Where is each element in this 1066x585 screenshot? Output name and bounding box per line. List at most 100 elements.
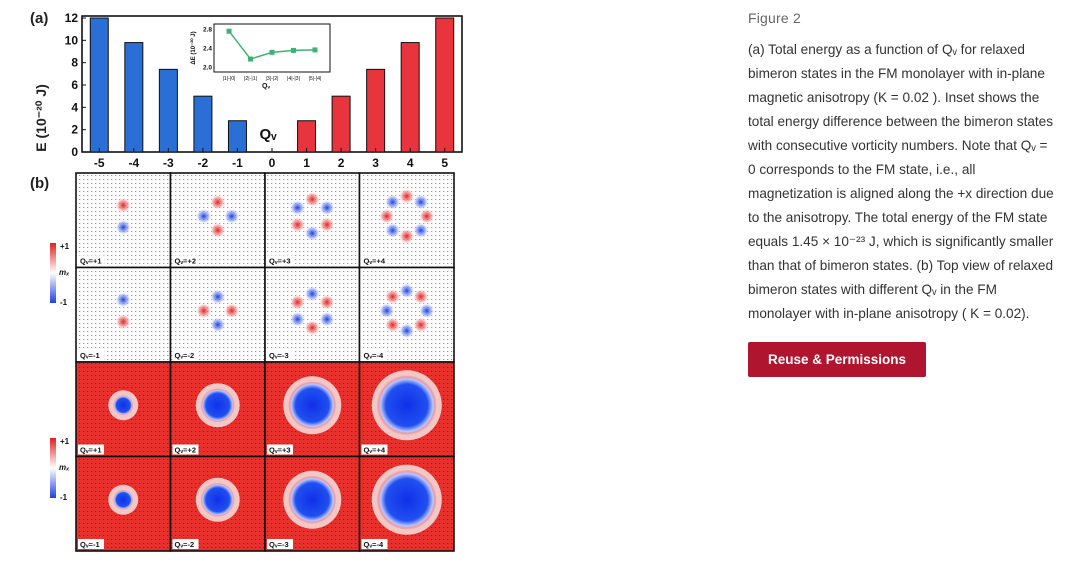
blue-lobe [384,194,401,211]
skyrmion-core [376,469,437,530]
map-cell: Qᵥ=-3 [264,455,361,552]
map-cell: Qᵥ=+1 [75,361,172,458]
inset-x-tick-label: |3|-|2| [266,76,279,82]
blue-lobe [318,199,335,216]
inset-y-tick-label: 2.4 [203,46,212,53]
blue-lobe [115,219,132,236]
figure-label: Figure 2 [748,10,801,26]
inset-point [269,49,275,55]
x-tick-label: 0 [269,156,276,170]
cell-label-bg [78,350,104,360]
blue-lobe [209,316,226,333]
colorbar: +1 -1 mₓ [50,242,70,307]
cell-label: Qᵥ=+4 [364,446,386,455]
bar-q-1 [227,120,247,153]
skyrmion-core [200,388,235,423]
blue-lobe [384,222,401,239]
red-lobe [412,316,429,333]
map-cell: Qᵥ=+4 [358,172,455,269]
y-tick-label: 2 [71,123,78,137]
red-lobe [412,288,429,305]
map-cell: Qᵥ=+2 [169,172,266,269]
cell-label-bg [78,444,104,455]
map-cell: Qᵥ=-1 [75,266,172,363]
cell-label: Qᵥ=-4 [364,540,384,549]
red-lobe [384,316,401,333]
inset-point [312,47,318,53]
map-background [358,172,455,269]
red-lobe [289,294,306,311]
cell-label-bg [267,539,293,549]
inset-y-tick-label: 2.8 [203,26,212,33]
panel-b-label: (b) [30,175,49,192]
blue-lobe [289,311,306,328]
red-lobe [378,208,395,225]
blue-lobe [318,311,335,328]
red-lobe [223,302,240,319]
cell-label: Qᵥ=-3 [269,351,289,360]
red-lobe [195,302,212,319]
red-lobe [304,319,321,336]
red-lobe [384,288,401,305]
bar-q5 [435,17,455,153]
cell-label-bg [361,539,388,549]
bar-q-4 [124,42,144,153]
cell-label-bg [361,255,388,266]
cell-label-bg [267,444,293,455]
inset-x-tick-label: |5|-|4| [309,76,322,82]
x-tick-label: -1 [232,156,243,170]
y-tick-label: 8 [71,56,78,70]
colorbar-gradient [50,243,56,303]
blue-lobe [304,285,321,302]
map-cell: Qᵥ=+3 [264,172,361,269]
colorbar-min-label: -1 [60,298,68,307]
inset-point [290,47,296,53]
skyrmion-core [113,489,134,510]
blue-lobe [378,302,395,319]
red-lobe [209,222,226,239]
inset-y-label: ΔE (10⁻²⁰ J) [190,31,197,64]
cell-label: Qᵥ=+4 [364,257,386,266]
cell-label: Qᵥ=+2 [175,257,197,266]
map-cell: Qᵥ=+4 [358,361,455,458]
blue-lobe [304,225,321,242]
colorbar-max-label: +1 [60,437,70,446]
x-tick-label: 2 [338,156,345,170]
blue-lobe [398,322,415,339]
cell-label-bg [172,539,199,549]
colorbar-gradient [50,438,56,498]
colorbar-title: mₓ [59,268,70,277]
map-cell: Qᵥ=+2 [169,361,266,458]
blue-lobe [398,282,415,299]
reuse-permissions-button[interactable]: Reuse & Permissions [748,342,927,377]
blue-lobe [209,288,226,305]
cell-label-bg [361,444,388,455]
cell-label-bg [267,350,293,360]
y-tick-label: 0 [71,145,78,159]
cell-label-bg [172,444,199,455]
map-background [169,172,266,269]
bar-q2 [331,95,351,153]
x-tick-label: 1 [303,156,310,170]
skyrmion-core [200,482,235,517]
red-lobe [398,228,415,245]
map-cell: Qᵥ=+1 [75,172,172,269]
cell-label: Qᵥ=-1 [80,540,100,549]
inset-y-tick-label: 2.0 [203,65,212,72]
skyrmion-core [288,381,337,430]
y-axis-label: E (10⁻²⁰ J) [33,84,49,151]
cell-label: Qᵥ=+3 [269,446,291,455]
map-background [358,266,455,363]
red-lobe [398,188,415,205]
x-tick-label: -5 [94,156,105,170]
blue-lobe [418,302,435,319]
x-axis-label: Qᵥ [259,126,277,143]
map-cell: Qᵥ=-2 [169,266,266,363]
y-tick-label: 6 [71,78,78,92]
red-lobe [318,216,335,233]
colorbars: +1 -1 mₓ +1 -1 mₓ [50,242,70,502]
colorbar-min-label: -1 [60,493,68,502]
x-tick-label: 3 [372,156,379,170]
map-background [264,266,361,363]
